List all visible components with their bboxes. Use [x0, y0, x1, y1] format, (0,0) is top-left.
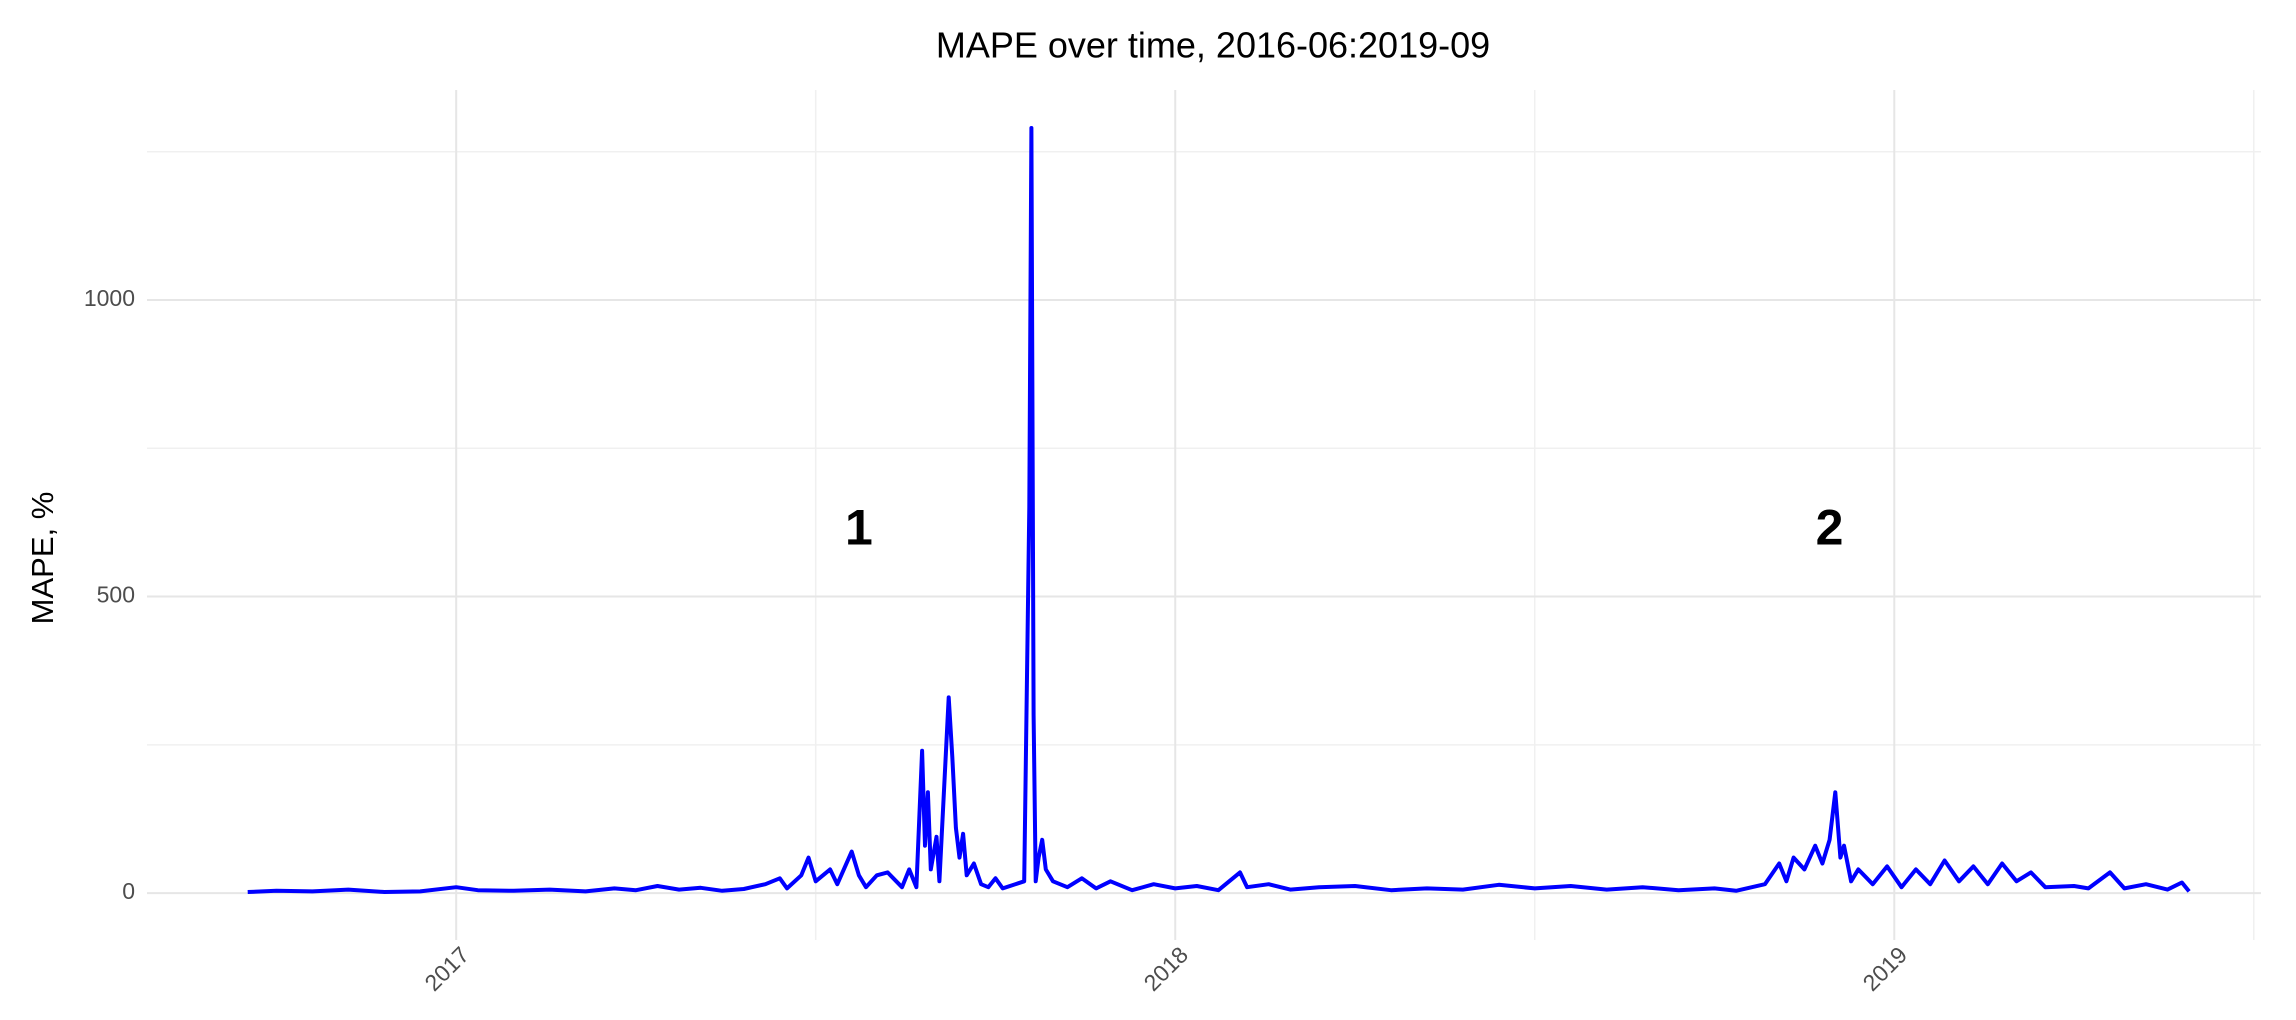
y-tick-label: 0 [122, 878, 135, 904]
x-tick-label: 2018 [1139, 941, 1194, 996]
y-tick-label: 500 [97, 582, 135, 608]
annotation: 2 [1816, 500, 1844, 556]
y-tick-label: 1000 [84, 285, 135, 311]
data-line [247, 126, 2191, 894]
chart-title: MAPE over time, 2016-06:2019-09 [936, 25, 1490, 66]
x-tick-label: 2019 [1858, 941, 1913, 996]
y-axis-label: MAPE, % [25, 492, 60, 625]
annotation: 1 [845, 500, 873, 556]
x-tick-label: 2017 [419, 941, 474, 996]
